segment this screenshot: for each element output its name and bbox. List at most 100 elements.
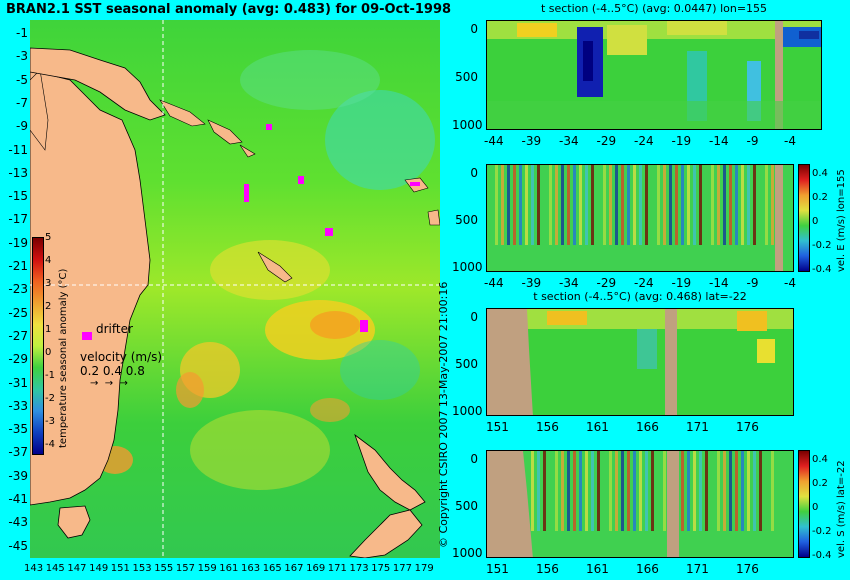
copyright-text: © Copyright CSIRO 2007 13-May-2007 21:00…	[437, 281, 450, 548]
section-x-tick: 176	[736, 562, 759, 576]
section-colorbar-tick: -0.4	[812, 550, 832, 561]
section-x-tick: 166	[636, 420, 659, 434]
section-4-side-label: vel. S (m/s) lat=-22	[836, 460, 847, 558]
section-x-tick: -29	[596, 276, 617, 290]
section-y-tick: 1000	[452, 260, 483, 274]
lat-tick: -15	[8, 189, 28, 204]
section-x-tick: -9	[746, 134, 759, 148]
lat-tick: -9	[16, 119, 28, 134]
lon-tick: 147	[67, 563, 87, 574]
section-x-tick: -39	[521, 276, 542, 290]
section-y-tick: 500	[455, 499, 478, 513]
section-y-tick: 500	[455, 70, 478, 84]
lat-tick: -3	[16, 49, 28, 64]
colorbar-label: temperature seasonal anomaly (°C)	[58, 268, 69, 448]
section-x-tick: -39	[521, 134, 542, 148]
map-title: BRAN2.1 SST seasonal anomaly (avg: 0.483…	[6, 2, 452, 17]
lat-tick: -5	[16, 72, 28, 87]
section-1-plot[interactable]	[486, 20, 822, 130]
lat-tick: -37	[8, 445, 28, 460]
lat-tick: -39	[8, 468, 28, 483]
lat-tick: -41	[8, 492, 28, 506]
section-y-tick: 0	[470, 310, 478, 324]
section-x-tick: 171	[686, 420, 709, 434]
lat-tick: -17	[8, 212, 28, 227]
velocity-label: velocity (m/s)	[80, 350, 163, 364]
section-2-side-label: vel. E (m/s) lon=155	[836, 169, 847, 272]
lon-tick: 169	[306, 563, 326, 574]
section-colorbar-tick: -0.4	[812, 264, 832, 275]
velocity-arrows-icon: → → →	[90, 378, 128, 389]
section-x-tick: -24	[634, 134, 654, 148]
lon-tick: 155	[154, 563, 174, 574]
section-colorbar-tick: 0.2	[812, 192, 828, 203]
lon-tick: 171	[327, 563, 347, 574]
section-4-plot[interactable]	[486, 450, 794, 558]
lat-tick: -43	[8, 515, 28, 530]
sst-anomaly-map[interactable]	[30, 20, 440, 558]
section-x-tick: -19	[671, 276, 692, 290]
section-x-tick: -4	[784, 276, 796, 290]
section-colorbar-tick: 0.2	[812, 478, 828, 489]
section-1-title: t section (-4..5°C) (avg: 0.0447) lon=15…	[540, 2, 768, 15]
lat-tick: -33	[8, 398, 28, 413]
section-x-tick: 171	[686, 562, 709, 576]
section-colorbar-tick: 0	[812, 216, 819, 227]
colorbar-tick: -3	[45, 416, 55, 427]
section-y-tick: 1000	[452, 118, 483, 132]
section-4-colorbar	[798, 450, 810, 558]
section-y-tick: 500	[455, 357, 478, 371]
lat-tick: -35	[8, 422, 28, 437]
section-3-title: t section (-4..5°C) (avg: 0.468) lat=-22	[533, 290, 747, 303]
colorbar-tick: 1	[45, 324, 52, 335]
section-x-tick: -34	[559, 276, 579, 290]
section-y-tick: 1000	[452, 546, 483, 560]
section-x-tick: 176	[736, 420, 759, 434]
lat-tick: -1	[16, 26, 28, 40]
section-x-tick: -24	[634, 276, 654, 290]
colorbar-tick: -1	[45, 370, 55, 381]
lon-tick: 153	[132, 563, 152, 574]
lat-tick: -13	[8, 165, 28, 180]
lat-tick: -23	[8, 282, 28, 297]
section-x-tick: -29	[596, 134, 617, 148]
lat-tick: -7	[16, 95, 28, 110]
lon-tick: 161	[219, 563, 239, 574]
temperature-colorbar	[32, 237, 44, 455]
lon-tick: 177	[392, 563, 412, 574]
section-colorbar-tick: -0.2	[812, 240, 832, 251]
section-x-tick: -19	[671, 134, 692, 148]
lon-tick: 179	[414, 563, 434, 574]
lat-tick: -31	[8, 375, 28, 390]
lon-tick: 143	[24, 563, 44, 574]
lat-tick: -19	[8, 235, 28, 250]
lat-tick: -27	[8, 328, 28, 343]
lat-tick: -45	[8, 538, 28, 553]
colorbar-tick: 3	[45, 278, 52, 289]
lon-tick: 167	[284, 563, 304, 574]
section-y-tick: 1000	[452, 404, 483, 418]
lat-tick: -29	[8, 352, 28, 367]
lat-tick: -21	[8, 259, 28, 273]
section-2-plot[interactable]	[486, 164, 794, 272]
section-3-plot[interactable]	[486, 308, 794, 416]
drifter-icon	[82, 332, 92, 340]
section-x-tick: -44	[484, 276, 504, 290]
section-x-tick: -14	[709, 134, 729, 148]
section-x-tick: 161	[586, 562, 609, 576]
section-colorbar-tick: -0.2	[812, 526, 832, 537]
lat-tick: -11	[8, 142, 28, 157]
lon-tick: 145	[45, 563, 65, 574]
colorbar-tick: -2	[45, 393, 55, 404]
section-x-tick: -14	[709, 276, 729, 290]
colorbar-tick: 0	[45, 347, 52, 358]
section-x-tick: 156	[536, 562, 559, 576]
colorbar-tick: 4	[45, 255, 52, 266]
lon-tick: 151	[110, 563, 130, 574]
lat-tick: -25	[8, 305, 28, 320]
section-x-tick: 156	[536, 420, 559, 434]
section-x-tick: 161	[586, 420, 609, 434]
section-colorbar-tick: 0.4	[812, 454, 828, 465]
section-x-tick: -44	[484, 134, 504, 148]
section-2-colorbar	[798, 164, 810, 272]
